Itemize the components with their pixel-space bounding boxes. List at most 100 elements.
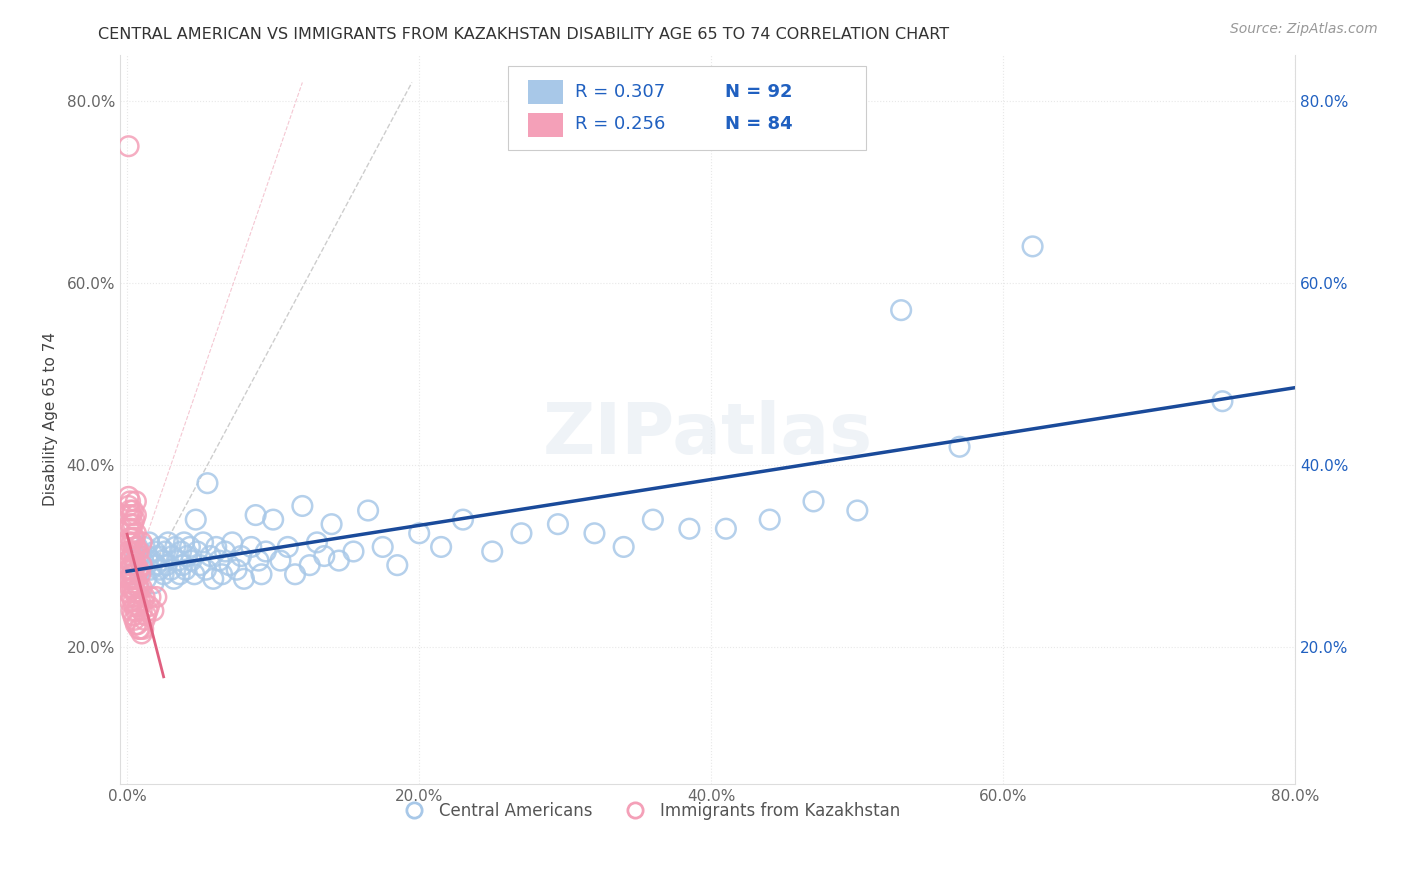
Point — [121, 549, 143, 563]
Point — [122, 517, 145, 532]
Point — [134, 540, 156, 554]
Point — [131, 558, 153, 573]
Point — [142, 576, 165, 591]
Point — [124, 553, 146, 567]
Point — [153, 544, 176, 558]
Point — [148, 563, 170, 577]
Point — [127, 563, 149, 577]
Point — [122, 531, 145, 545]
Point — [613, 540, 636, 554]
Point — [149, 540, 172, 554]
Point — [125, 508, 148, 522]
Point — [174, 563, 197, 577]
Point — [124, 613, 146, 627]
Point — [128, 599, 150, 614]
Point — [122, 572, 145, 586]
Point — [117, 535, 139, 549]
Point — [167, 553, 190, 567]
Point — [186, 544, 208, 558]
Point — [122, 594, 145, 608]
Point — [371, 540, 394, 554]
Point — [128, 622, 150, 636]
Point — [183, 567, 205, 582]
Y-axis label: Disability Age 65 to 74: Disability Age 65 to 74 — [44, 333, 58, 507]
Point — [117, 585, 139, 599]
Point — [118, 544, 141, 558]
Point — [451, 513, 474, 527]
Point — [117, 563, 139, 577]
Point — [184, 513, 207, 527]
Point — [121, 590, 143, 604]
Point — [146, 549, 169, 563]
Point — [132, 622, 155, 636]
Point — [138, 599, 160, 614]
Point — [162, 549, 184, 563]
Point — [136, 549, 159, 563]
Point — [128, 581, 150, 595]
Point — [165, 540, 187, 554]
Text: R = 0.307: R = 0.307 — [575, 83, 665, 101]
Point — [117, 139, 139, 153]
Point — [121, 535, 143, 549]
Point — [245, 508, 267, 522]
Point — [122, 558, 145, 573]
Point — [117, 553, 139, 567]
Point — [229, 549, 252, 563]
Point — [117, 572, 139, 586]
Point — [305, 535, 328, 549]
Point — [125, 526, 148, 541]
Point — [132, 553, 155, 567]
Point — [321, 517, 343, 532]
Point — [135, 572, 157, 586]
Point — [179, 540, 201, 554]
Point — [277, 540, 299, 554]
Point — [125, 572, 148, 586]
Text: N = 84: N = 84 — [725, 115, 793, 134]
Point — [218, 558, 240, 573]
Point — [129, 594, 152, 608]
Point — [132, 594, 155, 608]
Point — [134, 590, 156, 604]
Point — [205, 540, 228, 554]
Point — [124, 585, 146, 599]
Point — [342, 544, 364, 558]
Point — [129, 622, 152, 636]
Point — [145, 558, 167, 573]
Point — [156, 535, 179, 549]
Point — [136, 604, 159, 618]
Point — [124, 544, 146, 558]
Point — [225, 563, 247, 577]
Point — [121, 567, 143, 582]
Point — [118, 494, 141, 508]
Point — [191, 535, 214, 549]
Point — [122, 581, 145, 595]
Point — [221, 535, 243, 549]
Point — [180, 553, 202, 567]
Point — [170, 544, 193, 558]
Point — [118, 581, 141, 595]
Point — [118, 517, 141, 532]
Point — [118, 563, 141, 577]
Point — [247, 553, 270, 567]
Point — [328, 553, 350, 567]
Point — [803, 494, 825, 508]
Point — [127, 540, 149, 554]
Point — [291, 499, 314, 513]
Point — [125, 540, 148, 554]
Text: N = 92: N = 92 — [725, 83, 793, 101]
Point — [141, 553, 163, 567]
Point — [387, 558, 409, 573]
Point — [139, 563, 162, 577]
Point — [176, 549, 198, 563]
Point — [430, 540, 453, 554]
Point — [641, 513, 664, 527]
Point — [124, 531, 146, 545]
Point — [127, 544, 149, 558]
Point — [121, 572, 143, 586]
Point — [846, 503, 869, 517]
Point — [124, 558, 146, 573]
Point — [208, 553, 231, 567]
Point — [145, 590, 167, 604]
Point — [117, 544, 139, 558]
Point — [269, 553, 291, 567]
